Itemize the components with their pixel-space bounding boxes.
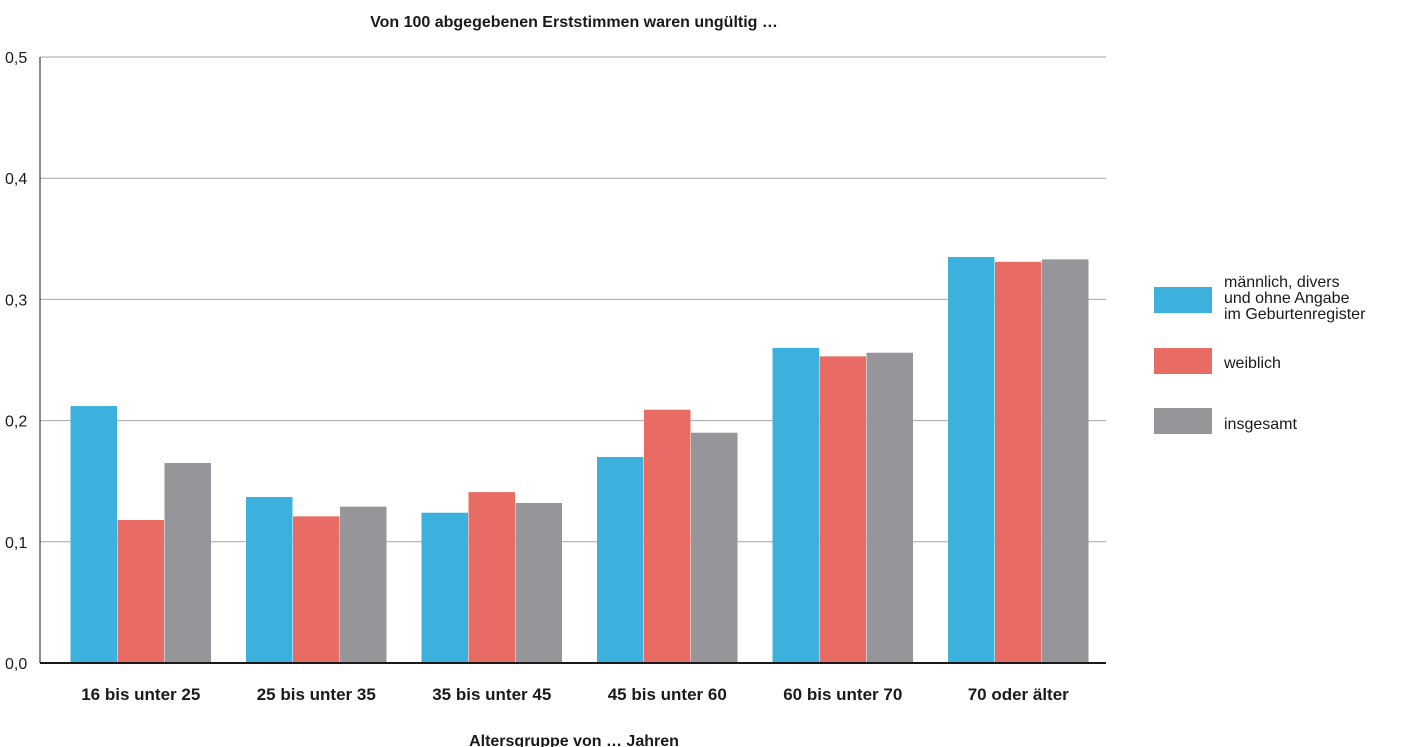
- x-axis-category-labels: 16 bis unter 25 25 bis unter 35 35 bis unt…: [81, 685, 1069, 704]
- bar: [164, 463, 211, 663]
- x-tick-label: 16 bis unter 25: [81, 685, 200, 704]
- bar: [995, 261, 1042, 663]
- bar: [340, 506, 387, 663]
- x-tick-label: 70 oder älter: [968, 685, 1069, 704]
- legend-label: männlich, divers: [1224, 274, 1340, 291]
- x-tick-label: 60 bis unter 70: [783, 685, 902, 704]
- bar: [772, 347, 819, 663]
- legend-label: und ohne Angabe: [1224, 290, 1350, 307]
- y-tick-label: 0,1: [5, 535, 27, 552]
- y-axis-tick-labels: 0,0 0,1 0,2 0,3 0,4 0,5: [5, 50, 27, 673]
- bar: [468, 492, 515, 663]
- legend-swatch: [1154, 348, 1212, 374]
- bar: [70, 406, 117, 663]
- bar: [421, 512, 468, 663]
- bar: [293, 516, 340, 663]
- bar: [117, 519, 164, 663]
- y-tick-label: 0,0: [5, 656, 27, 673]
- legend-label: weiblich: [1223, 355, 1281, 372]
- legend-label: insgesamt: [1224, 416, 1297, 433]
- bar: [1042, 259, 1089, 663]
- bar: [644, 409, 691, 663]
- x-tick-label: 35 bis unter 45: [432, 685, 551, 704]
- bars: [70, 256, 1089, 663]
- y-tick-label: 0,2: [5, 414, 27, 431]
- bar: [819, 356, 866, 663]
- bar: [597, 456, 644, 663]
- x-tick-label: 25 bis unter 35: [257, 685, 376, 704]
- y-tick-label: 0,3: [5, 292, 27, 309]
- x-axis-label: Altersgruppe von … Jahren: [469, 733, 679, 747]
- y-tick-label: 0,5: [5, 50, 27, 67]
- gridlines: [39, 56, 1106, 663]
- legend-swatch: [1154, 287, 1212, 313]
- legend-swatch: [1154, 408, 1212, 434]
- legend-label: im Geburtenregister: [1224, 306, 1366, 323]
- x-tick-label: 45 bis unter 60: [608, 685, 727, 704]
- bar: [246, 496, 293, 663]
- bar: [691, 432, 738, 663]
- bar: [866, 352, 913, 663]
- chart-title: Von 100 abgegebenen Erststimmen waren un…: [370, 14, 778, 31]
- y-tick-label: 0,4: [5, 171, 27, 188]
- bar: [948, 256, 995, 663]
- bar: [515, 503, 562, 663]
